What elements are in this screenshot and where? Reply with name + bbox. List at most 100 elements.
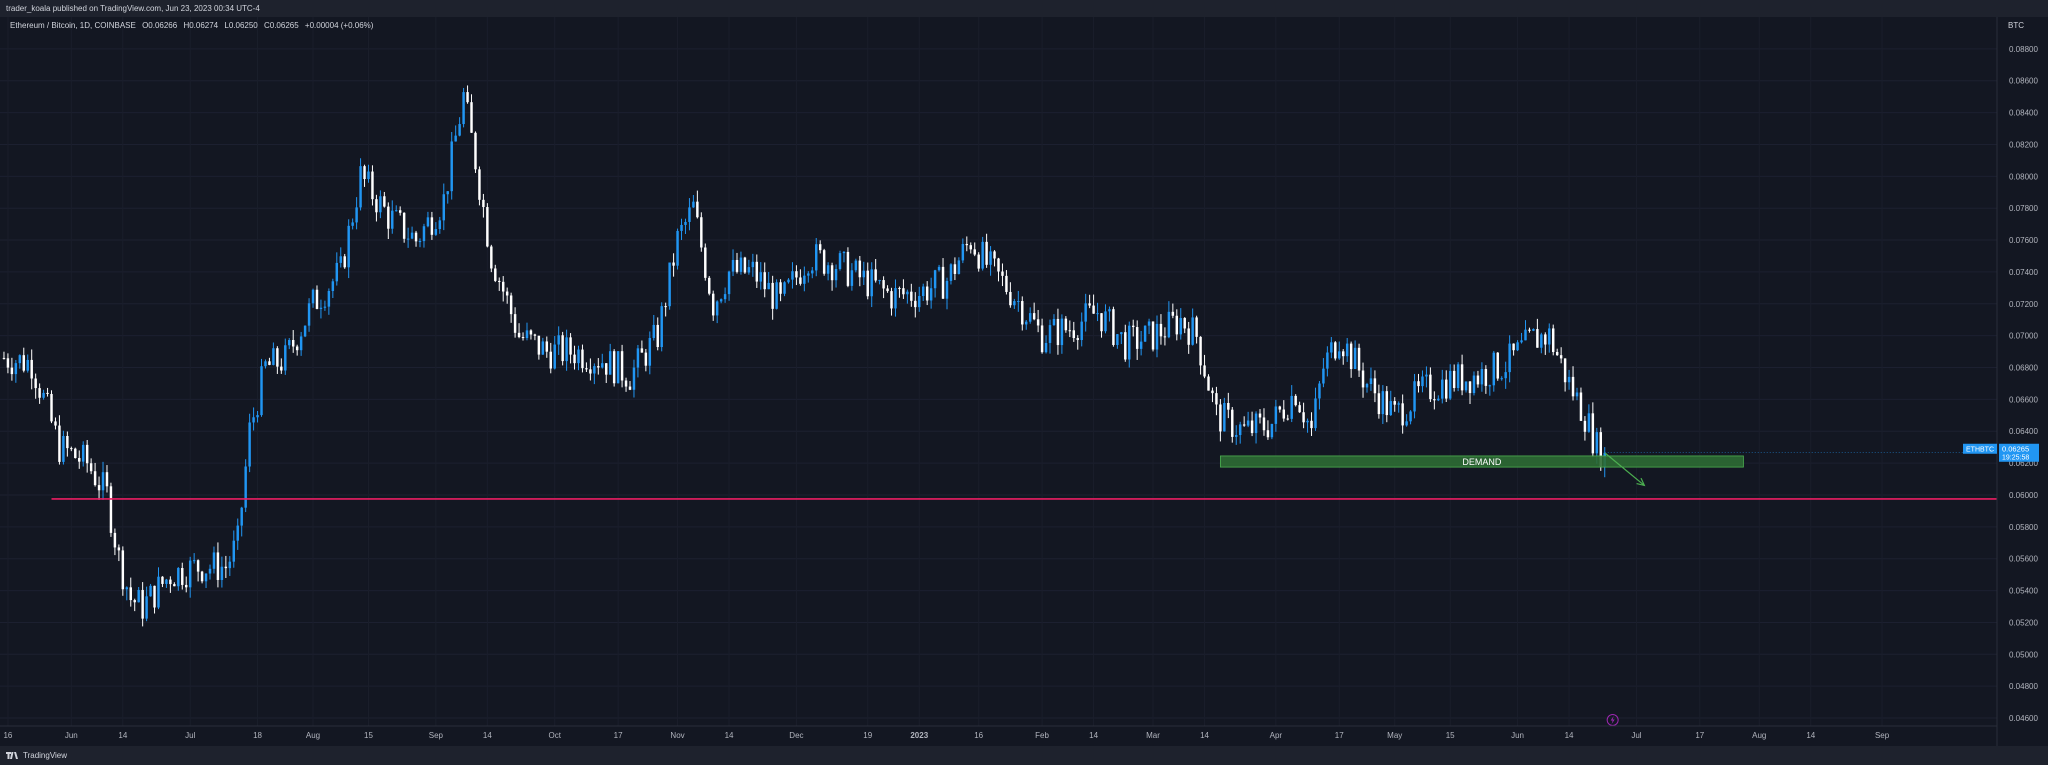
legend-change: +0.00004 (+0.06%) <box>304 21 374 30</box>
candle-body <box>97 485 101 491</box>
time-tick-label: 19 <box>863 731 872 740</box>
candle-body <box>1238 424 1242 436</box>
candle-body <box>1508 343 1511 373</box>
candle-body <box>1425 374 1428 377</box>
candle-body <box>38 388 41 398</box>
candle-body <box>137 589 140 603</box>
candle-body <box>34 378 37 389</box>
candle-body <box>771 282 774 309</box>
candle-body <box>1536 329 1539 348</box>
candle-body <box>910 291 913 301</box>
candle-body <box>787 279 790 283</box>
candle-body <box>759 272 762 282</box>
candle-body <box>1052 318 1056 326</box>
candle-body <box>529 330 533 335</box>
time-tick-label: 14 <box>1200 731 1209 740</box>
candle-body <box>347 225 350 268</box>
candle-body <box>581 349 584 369</box>
candle-body <box>1076 338 1079 341</box>
time-tick-label: 17 <box>614 731 623 740</box>
time-tick-label: Jul <box>1631 731 1641 740</box>
candle-body <box>672 262 675 266</box>
candle-body <box>169 579 172 585</box>
candle-body <box>1211 390 1214 394</box>
candle-body <box>700 217 703 248</box>
candle-body <box>949 264 953 281</box>
candle-body <box>470 102 473 133</box>
price-tick-label: 0.04600 <box>2009 714 2038 723</box>
candle-body <box>450 141 453 192</box>
candle-body <box>434 229 438 235</box>
price-tick-label: 0.07800 <box>2009 204 2038 213</box>
candle-body <box>1021 301 1024 325</box>
candle-body <box>1017 301 1020 303</box>
candle-body <box>513 314 517 333</box>
candle-body <box>438 220 442 230</box>
candle-body <box>1464 381 1468 391</box>
time-tick-label: Oct <box>548 731 561 740</box>
candle-body <box>925 286 929 301</box>
candle-body <box>10 367 14 375</box>
candle-body <box>616 351 620 384</box>
candle-body <box>1108 309 1111 312</box>
candle-body <box>1468 381 1472 394</box>
candle-body <box>929 288 933 301</box>
price-tick-label: 0.08400 <box>2009 109 2038 118</box>
candle-body <box>727 271 731 295</box>
price-tick-label: 0.08600 <box>2009 77 2038 86</box>
candle-body <box>474 132 477 170</box>
price-chart[interactable]: DEMAND 0.08800 0.08600 0.08400 0.08200 0.080… <box>0 17 2048 746</box>
candle-body <box>731 259 735 272</box>
time-tick-label: 18 <box>253 731 262 740</box>
candle-body <box>280 366 283 371</box>
candle-body <box>184 584 188 588</box>
candle-body <box>1551 328 1555 352</box>
candle-body <box>838 253 842 269</box>
candle-body <box>680 224 683 231</box>
legend-open: O0.06266 <box>142 21 178 30</box>
candle-body <box>533 334 537 336</box>
candle-body <box>1088 303 1091 306</box>
candle-body <box>125 587 129 590</box>
candle-body <box>1048 325 1052 343</box>
candle-body <box>937 266 941 271</box>
candle-body <box>807 273 810 276</box>
candle-body <box>747 267 751 273</box>
candle-body <box>1567 376 1571 383</box>
candle-body <box>953 264 957 274</box>
candle-body <box>1286 418 1289 420</box>
candle-body <box>1476 375 1480 385</box>
candle-body <box>1151 321 1155 350</box>
time-tick-label: Apr <box>1270 731 1283 740</box>
candle-body <box>541 341 545 355</box>
candle-body <box>1310 420 1313 429</box>
candle-body <box>26 359 29 371</box>
candle-body <box>914 300 917 308</box>
candle-body <box>1013 301 1016 306</box>
candle-body <box>1496 352 1499 379</box>
price-axis-unit: BTC <box>2008 21 2024 30</box>
candle-body <box>597 366 600 368</box>
time-tick-label: Feb <box>1035 731 1049 740</box>
candle-body <box>1254 413 1258 434</box>
candle-body <box>1480 369 1484 385</box>
candle-body <box>1357 347 1361 371</box>
price-tick-label: 0.06200 <box>2009 459 2038 468</box>
candle-body <box>414 232 418 242</box>
candle-body <box>664 306 667 308</box>
candle-body <box>359 166 362 208</box>
price-tick-label: 0.06800 <box>2009 364 2038 373</box>
candle-body <box>2 357 6 359</box>
candle-body <box>375 199 378 213</box>
candle-body <box>466 92 469 103</box>
candle-body <box>961 243 965 261</box>
candle-body <box>105 472 109 487</box>
candle-body <box>311 289 315 304</box>
candle-body <box>1298 405 1301 413</box>
candle-body <box>157 576 160 608</box>
price-tag-countdown: 19:25:58 <box>2002 454 2029 461</box>
candle-body <box>1278 406 1282 410</box>
time-tick-label: 17 <box>1335 731 1344 740</box>
candle-body <box>212 552 216 569</box>
candle-body <box>1175 315 1179 335</box>
